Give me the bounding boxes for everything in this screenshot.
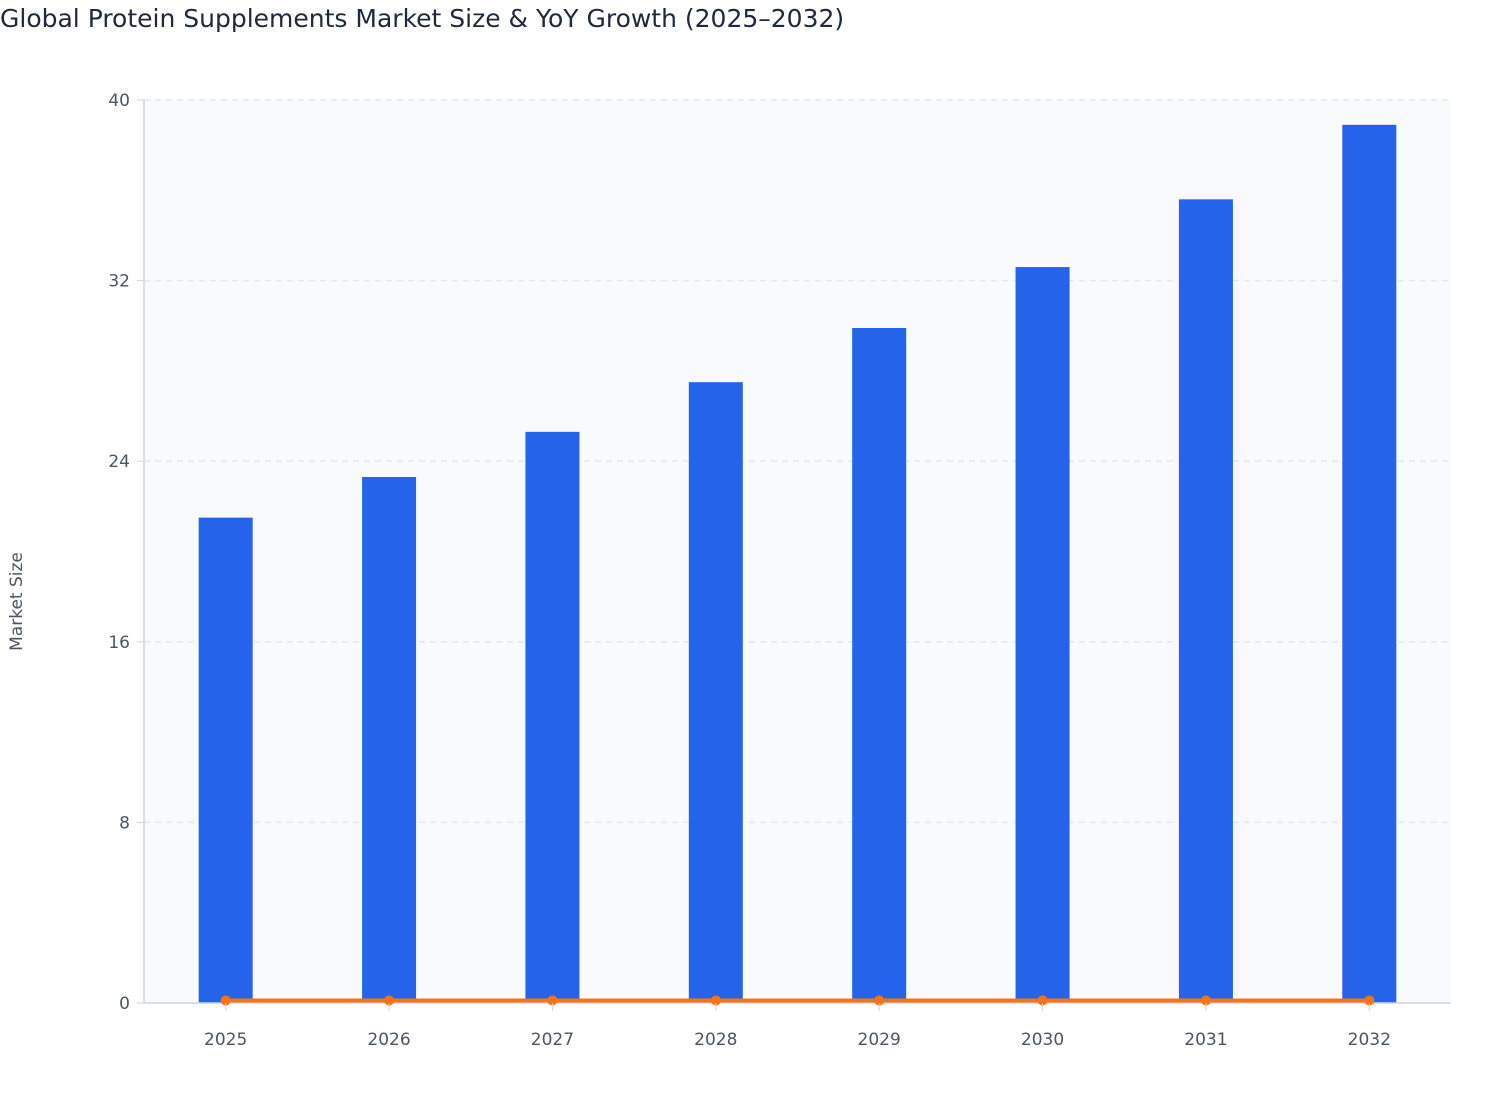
bar-2026 [362,477,417,1003]
y-axis-title: Market Size [7,552,27,651]
growth-point-2029 [874,995,885,1006]
bar-2025 [198,517,253,1003]
x-tick-label: 2028 [694,1030,737,1050]
x-tick-label: 2027 [531,1030,574,1050]
chart-title: Global Protein Supplements Market Size &… [0,4,845,33]
growth-point-2025 [220,995,231,1006]
x-tick-label: 2032 [1348,1030,1391,1050]
x-tick-label: 2026 [367,1030,410,1050]
bar-2027 [525,431,580,1003]
growth-point-2031 [1200,995,1211,1006]
growth-point-2028 [710,995,721,1006]
y-tick-label: 0 [119,994,130,1014]
y-tick-label: 40 [108,91,130,111]
growth-point-2026 [384,995,395,1006]
y-tick-label: 32 [108,272,130,292]
bar-2028 [688,382,743,1003]
x-tick-label: 2030 [1021,1030,1064,1050]
growth-point-2027 [547,995,558,1006]
y-tick-label: 24 [108,452,130,472]
growth-point-2032 [1364,995,1375,1006]
x-tick-label: 2029 [858,1030,901,1050]
bar-2032 [1342,124,1397,1003]
x-tick-label: 2025 [204,1030,247,1050]
y-tick-label: 8 [119,813,130,833]
bar-2030 [1015,267,1070,1003]
x-tick-label: 2031 [1184,1030,1227,1050]
bar-2029 [852,328,907,1003]
y-tick-label: 16 [108,633,130,653]
bar-2031 [1178,199,1233,1003]
plot-area [144,100,1451,1003]
growth-point-2030 [1037,995,1048,1006]
